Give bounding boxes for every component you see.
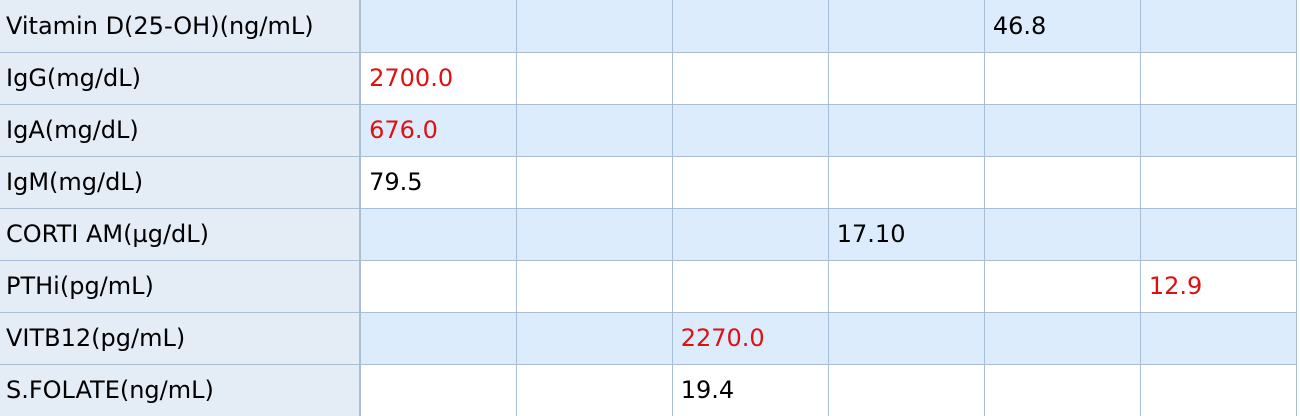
result-cell bbox=[827, 155, 985, 209]
table-row: IgA(mg/dL) 676.0 bbox=[0, 103, 1298, 157]
result-cell bbox=[1139, 0, 1298, 53]
result-cell bbox=[983, 51, 1141, 105]
result-cell bbox=[359, 259, 517, 313]
result-cell bbox=[515, 207, 673, 261]
result-cell: 12.9 bbox=[1139, 259, 1298, 313]
result-cell bbox=[1139, 363, 1298, 416]
result-cell bbox=[515, 155, 673, 209]
table-row: VITB12(pg/mL) 2270.0 bbox=[0, 311, 1298, 365]
result-cell: 676.0 bbox=[359, 103, 517, 157]
result-cell: 79.5 bbox=[359, 155, 517, 209]
result-cell bbox=[827, 51, 985, 105]
result-cell bbox=[827, 259, 985, 313]
table-row: PTHi(pg/mL) 12.9 bbox=[0, 259, 1298, 313]
result-cell bbox=[983, 311, 1141, 365]
table-row: S.FOLATE(ng/mL) 19.4 bbox=[0, 363, 1298, 416]
test-name: VITB12(pg/mL) bbox=[0, 311, 362, 365]
result-cell bbox=[359, 363, 517, 416]
result-cell bbox=[515, 259, 673, 313]
result-cell bbox=[983, 259, 1141, 313]
result-cell bbox=[1139, 103, 1298, 157]
result-cell bbox=[983, 103, 1141, 157]
result-cell bbox=[1139, 51, 1298, 105]
test-name: IgM(mg/dL) bbox=[0, 155, 362, 209]
test-name: Vitamin D(25-OH)(ng/mL) bbox=[0, 0, 362, 53]
table-row: IgG(mg/dL) 2700.0 bbox=[0, 51, 1298, 105]
result-cell bbox=[359, 311, 517, 365]
result-cell bbox=[827, 311, 985, 365]
result-cell bbox=[1139, 155, 1298, 209]
result-cell: 46.8 bbox=[983, 0, 1141, 53]
result-cell bbox=[983, 207, 1141, 261]
result-cell bbox=[359, 0, 517, 53]
result-cell bbox=[671, 103, 829, 157]
result-cell bbox=[515, 103, 673, 157]
result-cell bbox=[827, 0, 985, 53]
result-cell bbox=[983, 155, 1141, 209]
result-cell bbox=[515, 311, 673, 365]
result-cell bbox=[827, 363, 985, 416]
result-cell bbox=[827, 103, 985, 157]
result-cell bbox=[671, 155, 829, 209]
test-name: IgG(mg/dL) bbox=[0, 51, 362, 105]
result-cell bbox=[515, 0, 673, 53]
result-cell bbox=[1139, 207, 1298, 261]
table-row: IgM(mg/dL) 79.5 bbox=[0, 155, 1298, 209]
result-cell bbox=[671, 51, 829, 105]
result-cell bbox=[983, 363, 1141, 416]
result-cell bbox=[515, 51, 673, 105]
result-cell bbox=[671, 207, 829, 261]
result-cell bbox=[671, 0, 829, 53]
result-cell: 2700.0 bbox=[359, 51, 517, 105]
result-cell bbox=[1139, 311, 1298, 365]
result-cell bbox=[515, 363, 673, 416]
test-name: CORTI AM(µg/dL) bbox=[0, 207, 362, 261]
test-name: S.FOLATE(ng/mL) bbox=[0, 363, 362, 416]
result-cell: 17.10 bbox=[827, 207, 985, 261]
result-cell bbox=[671, 259, 829, 313]
result-cell bbox=[359, 207, 517, 261]
result-cell: 19.4 bbox=[671, 363, 829, 416]
test-name: PTHi(pg/mL) bbox=[0, 259, 362, 313]
table-row: CORTI AM(µg/dL) 17.10 bbox=[0, 207, 1298, 261]
result-cell: 2270.0 bbox=[671, 311, 829, 365]
test-name: IgA(mg/dL) bbox=[0, 103, 362, 157]
table-row: Vitamin D(25-OH)(ng/mL) 46.8 bbox=[0, 0, 1298, 53]
